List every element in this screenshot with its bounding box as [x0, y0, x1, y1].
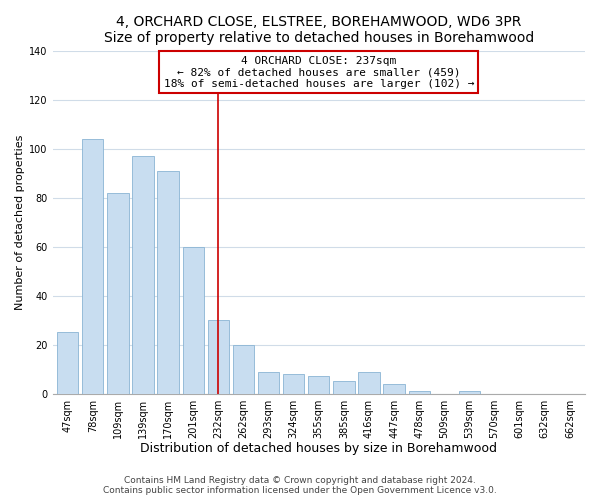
Title: 4, ORCHARD CLOSE, ELSTREE, BOREHAMWOOD, WD6 3PR
Size of property relative to det: 4, ORCHARD CLOSE, ELSTREE, BOREHAMWOOD, … [104, 15, 534, 45]
Bar [132, 156, 154, 394]
Bar [383, 384, 405, 394]
Bar [57, 332, 78, 394]
Bar [308, 376, 329, 394]
Bar [107, 192, 128, 394]
Bar [459, 391, 480, 394]
Text: 4 ORCHARD CLOSE: 237sqm
← 82% of detached houses are smaller (459)
18% of semi-d: 4 ORCHARD CLOSE: 237sqm ← 82% of detache… [164, 56, 474, 89]
Bar [358, 372, 380, 394]
Bar [157, 170, 179, 394]
Bar [409, 391, 430, 394]
X-axis label: Distribution of detached houses by size in Borehamwood: Distribution of detached houses by size … [140, 442, 497, 455]
Bar [182, 246, 204, 394]
Bar [82, 138, 103, 394]
Bar [233, 344, 254, 394]
Bar [333, 382, 355, 394]
Y-axis label: Number of detached properties: Number of detached properties [15, 134, 25, 310]
Bar [208, 320, 229, 394]
Bar [258, 372, 279, 394]
Bar [283, 374, 304, 394]
Text: Contains HM Land Registry data © Crown copyright and database right 2024.
Contai: Contains HM Land Registry data © Crown c… [103, 476, 497, 495]
